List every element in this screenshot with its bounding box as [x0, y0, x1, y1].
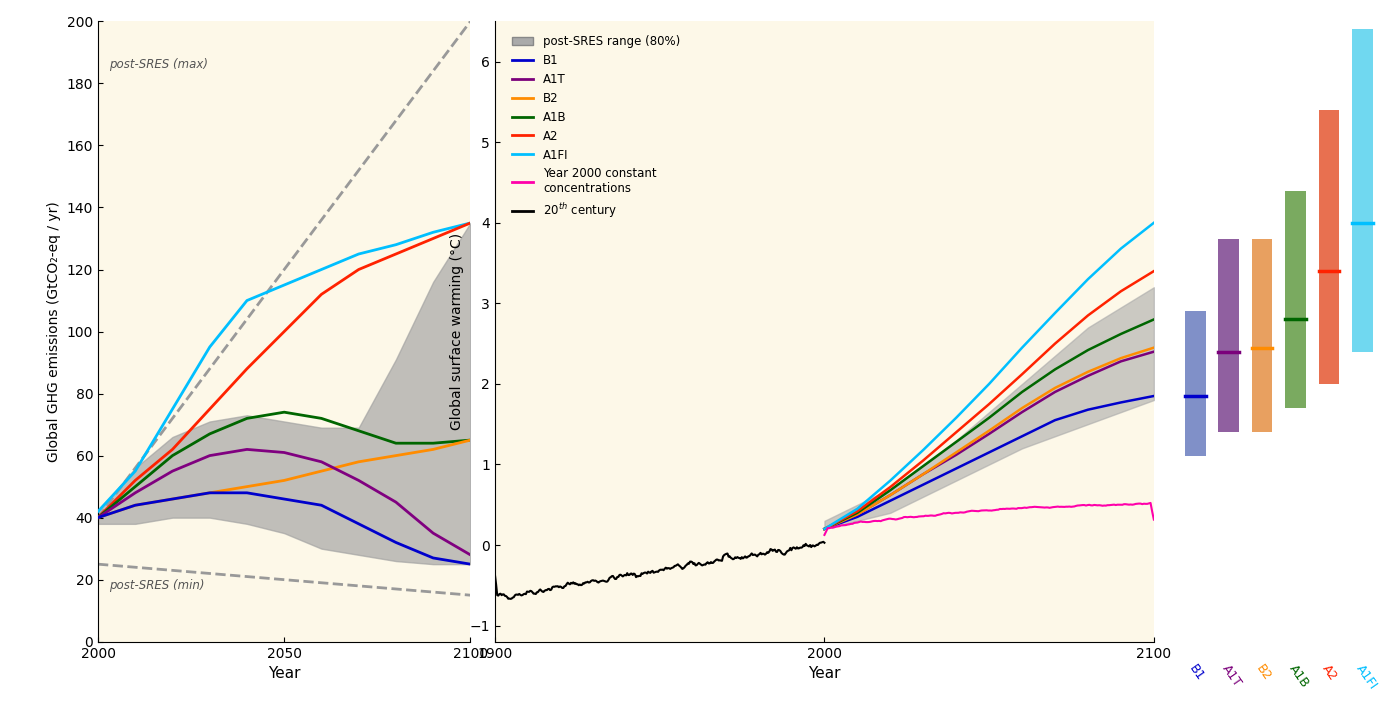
Text: A1T: A1T	[1219, 662, 1245, 689]
Bar	[1218, 239, 1239, 432]
Bar	[1252, 239, 1273, 432]
Text: A1B: A1B	[1287, 662, 1312, 689]
Y-axis label: Global surface warming (°C): Global surface warming (°C)	[451, 233, 465, 430]
Text: B1: B1	[1186, 662, 1207, 683]
X-axis label: Year: Year	[267, 666, 301, 681]
Text: A2: A2	[1320, 662, 1340, 683]
Legend: post-SRES range (80%), B1, A1T, B2, A1B, A2, A1FI, Year 2000 constant
concentrat: post-SRES range (80%), B1, A1T, B2, A1B,…	[508, 31, 685, 225]
Text: post-SRES (max): post-SRES (max)	[109, 58, 209, 71]
Bar	[1184, 312, 1205, 456]
Text: post-SRES (min): post-SRES (min)	[109, 579, 204, 592]
X-axis label: Year: Year	[808, 666, 840, 681]
Y-axis label: Global GHG emissions (GtCO₂-eq / yr): Global GHG emissions (GtCO₂-eq / yr)	[48, 201, 62, 462]
Text: B2: B2	[1253, 662, 1273, 683]
Bar	[1319, 110, 1340, 384]
Bar	[1285, 190, 1306, 408]
Bar	[1352, 29, 1372, 352]
Text: A1FI: A1FI	[1354, 662, 1379, 692]
